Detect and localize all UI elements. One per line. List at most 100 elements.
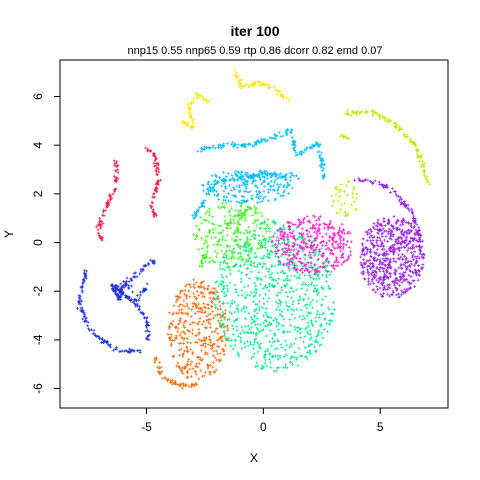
data-point: [252, 82, 256, 86]
data-point: [197, 97, 201, 100]
data-point: [408, 230, 412, 234]
data-point: [311, 225, 315, 229]
data-point: [243, 263, 246, 267]
data-point: [273, 250, 277, 253]
data-point: [380, 295, 384, 299]
data-point: [376, 228, 380, 232]
data-point: [231, 141, 235, 144]
data-point: [96, 231, 100, 235]
data-point: [308, 349, 312, 353]
data-point: [243, 296, 247, 300]
data-point: [239, 143, 243, 147]
data-point: [240, 212, 244, 215]
data-point: [389, 272, 393, 276]
data-point: [267, 199, 270, 203]
data-point: [216, 243, 220, 246]
data-point: [279, 134, 283, 138]
data-point: [214, 255, 218, 258]
data-point: [173, 336, 177, 340]
data-point: [179, 289, 182, 293]
data-point: [313, 238, 317, 242]
data-point: [400, 280, 404, 284]
data-point: [155, 169, 158, 173]
data-point: [373, 276, 377, 280]
data-point: [317, 218, 321, 222]
data-point: [317, 277, 321, 281]
data-point: [248, 207, 252, 211]
data-point: [307, 230, 311, 234]
data-point: [202, 253, 205, 257]
data-point: [314, 236, 318, 240]
data-point: [282, 191, 285, 194]
data-point: [311, 323, 315, 327]
data-point: [400, 232, 404, 236]
data-point: [354, 196, 358, 200]
data-point: [289, 221, 293, 225]
data-point: [216, 205, 220, 209]
data-point: [286, 279, 290, 283]
data-point: [241, 307, 245, 311]
data-point: [265, 299, 269, 303]
data-point: [276, 183, 279, 186]
data-point: [238, 244, 242, 248]
data-point: [317, 291, 321, 295]
data-point: [156, 166, 160, 170]
data-point: [259, 226, 263, 230]
data-point: [390, 280, 394, 284]
data-point: [295, 251, 299, 255]
data-point: [282, 231, 286, 235]
data-point: [263, 240, 267, 244]
data-point: [365, 250, 369, 254]
data-point: [212, 222, 216, 226]
data-point: [270, 322, 273, 326]
data-point: [377, 180, 381, 184]
data-point: [277, 173, 281, 177]
data-point: [326, 305, 330, 309]
data-point: [274, 246, 278, 249]
data-point: [200, 222, 204, 225]
data-point: [328, 287, 332, 290]
data-point: [345, 240, 349, 243]
data-point: [270, 264, 274, 267]
data-point: [332, 263, 336, 267]
data-point: [123, 293, 127, 297]
data-point: [209, 341, 213, 345]
data-point: [195, 297, 199, 300]
data-point: [271, 173, 275, 177]
data-point: [185, 337, 189, 340]
data-point: [273, 198, 277, 202]
data-point: [283, 363, 287, 367]
data-point: [418, 237, 422, 241]
data-point: [116, 168, 119, 172]
data-point: [412, 226, 415, 230]
data-point: [293, 274, 297, 278]
data-point: [222, 325, 226, 329]
data-point: [266, 225, 270, 228]
data-point: [278, 260, 282, 264]
data-point: [169, 333, 173, 337]
data-point: [217, 337, 221, 341]
data-point: [286, 305, 290, 309]
data-point: [403, 204, 407, 208]
data-point: [381, 227, 385, 231]
data-point: [238, 79, 242, 83]
data-point: [299, 261, 303, 265]
data-point: [279, 230, 283, 234]
data-point: [308, 344, 312, 348]
data-point: [263, 180, 267, 184]
data-point: [255, 316, 259, 320]
data-point: [313, 226, 316, 230]
data-point: [313, 215, 317, 219]
data-point: [292, 265, 296, 269]
data-point: [299, 232, 303, 236]
data-point: [249, 251, 252, 255]
data-point: [245, 235, 249, 239]
data-point: [237, 269, 241, 273]
data-point: [297, 301, 301, 305]
data-point: [232, 247, 235, 250]
data-point: [287, 244, 291, 248]
data-point: [285, 304, 289, 308]
data-point: [117, 298, 121, 301]
data-point: [181, 382, 185, 385]
data-point: [405, 277, 409, 281]
